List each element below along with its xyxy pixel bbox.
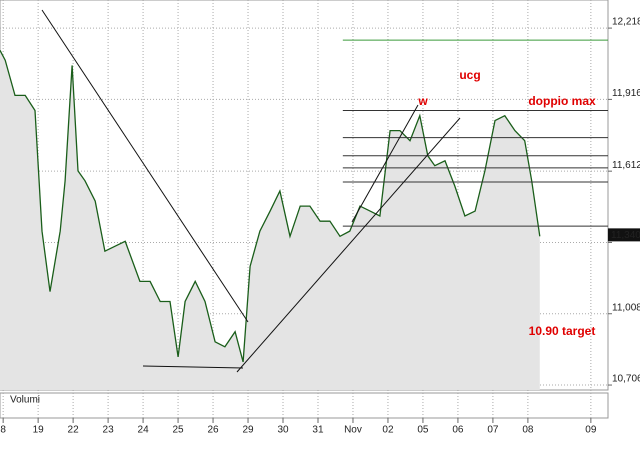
price-line — [0, 49, 541, 363]
x-tick-label: 08 — [522, 425, 534, 436]
x-tick-label: 02 — [382, 425, 394, 436]
trend-line — [41, 9, 249, 323]
x-tick-label: 31 — [312, 425, 324, 436]
x-tick-label: 09 — [585, 425, 597, 436]
x-tick-label: 24 — [138, 425, 150, 436]
x-tick-label: 07 — [487, 425, 499, 436]
trend-line — [236, 117, 461, 373]
channel-line — [351, 104, 419, 223]
y-tick-label: 10,706 — [612, 374, 640, 385]
x-tick-label: 25 — [172, 425, 184, 436]
x-tick-label: 19 — [33, 425, 45, 436]
volume-panel — [0, 392, 609, 419]
x-tick-label: 26 — [207, 425, 219, 436]
x-tick-label: 06 — [452, 425, 464, 436]
y-tick-label: 11,916 — [612, 88, 640, 99]
x-tick-label: Nov — [344, 425, 362, 436]
support-line — [142, 365, 244, 369]
area-fill — [0, 50, 540, 391]
y-tick-label: 11,008 — [612, 302, 640, 313]
x-tick-label: 22 — [68, 425, 80, 436]
x-tick-label: 23 — [103, 425, 115, 436]
x-tick-label: 05 — [417, 425, 429, 436]
x-tick-label: 30 — [277, 425, 289, 436]
annotation: w — [417, 94, 428, 108]
x-tick-label: 8 — [0, 425, 6, 436]
annotation: doppio max — [528, 94, 596, 108]
y-tick-label: 11,612 — [612, 160, 640, 171]
volume-label: Volumi — [10, 395, 40, 406]
last-price-box — [608, 228, 640, 242]
x-tick-label: 29 — [242, 425, 254, 436]
y-tick-label: 12,218 — [612, 17, 640, 28]
annotation: 10.90 target — [529, 324, 596, 338]
annotation: ucg — [459, 68, 480, 82]
last-price-label: 11,340 — [611, 230, 640, 241]
